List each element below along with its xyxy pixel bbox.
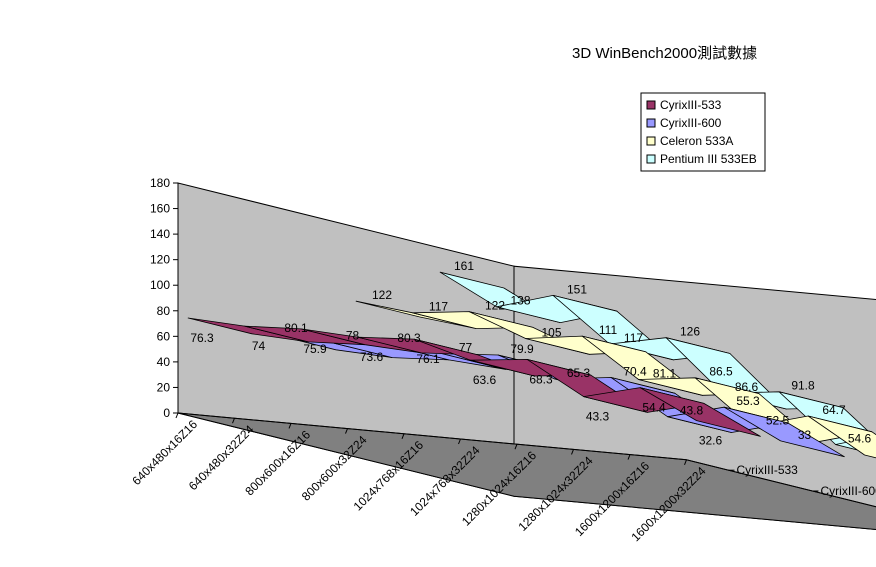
data-label: 76.3: [190, 331, 214, 345]
data-label: 79.9: [510, 342, 534, 356]
y-tick-label: 0: [163, 406, 170, 420]
depth-tick-label: CyrixIII-600: [821, 484, 876, 498]
x-tick: [232, 418, 235, 424]
data-label: 33: [798, 428, 812, 442]
x-tick: [514, 444, 518, 450]
data-label: 81.1: [653, 366, 677, 380]
legend-swatch: [646, 118, 656, 128]
y-axis: 0 20 40 60 80 100 120 140 160 180: [150, 176, 179, 420]
legend-label: CyrixIII-600: [660, 116, 722, 130]
data-label: 74: [252, 339, 266, 353]
series-ribbons: [187, 271, 876, 459]
data-label: 32.6: [699, 434, 723, 448]
y-tick-label: 140: [150, 227, 170, 241]
data-label: 80.3: [397, 331, 421, 345]
y-tick-label: 180: [150, 176, 170, 190]
y-tick-label: 160: [150, 202, 170, 216]
x-tick: [401, 433, 405, 439]
data-label: 54.6: [848, 431, 872, 445]
x-tick: [627, 454, 631, 460]
data-label: 117: [624, 331, 643, 345]
data-label: 63.6: [473, 373, 497, 387]
data-label: 70.4: [623, 364, 647, 378]
x-axis-line: [177, 412, 687, 461]
y-tick-label: 60: [157, 329, 171, 343]
data-label: 122: [372, 288, 392, 302]
legend-swatch: [646, 154, 656, 164]
series-ribbon: [355, 300, 876, 459]
legend-box: [640, 92, 766, 172]
data-label: 75.9: [303, 342, 327, 356]
data-label: 76.1: [416, 352, 440, 366]
data-label: 52.5: [766, 413, 790, 427]
legend-label: CyrixIII-533: [660, 98, 722, 112]
y-tick-label: 120: [150, 253, 170, 267]
data-label: 117: [429, 300, 448, 314]
data-label: 55.3: [736, 394, 760, 408]
y-tick-label: 20: [157, 380, 171, 394]
y-tick-label: 100: [150, 278, 170, 292]
series-ribbon: [187, 317, 761, 437]
data-label: 73.6: [360, 350, 384, 364]
legend-swatch: [646, 100, 656, 110]
y-tick-label: 40: [157, 355, 171, 369]
series-segment: [807, 415, 876, 459]
x-tick: [175, 412, 179, 419]
x-tick: [345, 428, 348, 434]
depth-axis-line: [686, 459, 876, 508]
legend-label: Celeron 533A: [660, 134, 733, 148]
data-label: 77: [459, 340, 473, 354]
x-tick-label: 640x480x32Z24: [186, 422, 257, 493]
x-tick: [571, 449, 574, 455]
data-label: 43.8: [680, 404, 704, 418]
legend-label: Pentium III 533EB: [660, 152, 757, 166]
data-label: 65.3: [567, 366, 591, 380]
data-label: 126: [680, 325, 700, 339]
x-tick: [458, 438, 461, 445]
data-label: 43.3: [586, 409, 610, 423]
data-label: 64.7: [822, 403, 846, 417]
depth-tick-label: CyrixIII-533: [737, 463, 799, 477]
y-tick-label: 80: [157, 304, 171, 318]
legend: CyrixIII-533 CyrixIII-600 Celeron 533A Pent…: [640, 92, 766, 172]
data-label: 54.4: [642, 400, 666, 414]
data-label: 122: [485, 299, 505, 313]
data-label: 86.6: [735, 380, 759, 394]
depth-axis: Pentium III 533EBCeleron 533ACyrixIII-60…: [686, 459, 876, 508]
series-segment: [723, 406, 845, 458]
data-label: 68.3: [529, 372, 553, 386]
data-label: 111: [599, 323, 618, 337]
data-labels: 16113815111712686.691.854.667.6391221171…: [190, 259, 872, 448]
data-label: 86.5: [709, 365, 733, 379]
chart-title: 3D WinBench2000測試數據: [572, 45, 757, 62]
x-tick-label: 640x480x16Z16: [129, 417, 200, 488]
legend-swatch: [646, 136, 656, 146]
data-label: 138: [510, 294, 530, 308]
x-tick: [288, 423, 292, 429]
data-label: 80.1: [284, 321, 308, 335]
series-segment: [639, 387, 761, 437]
data-label: 151: [567, 282, 587, 296]
x-tick: [684, 459, 687, 465]
data-label: 91.8: [791, 379, 815, 393]
data-label: 105: [541, 325, 561, 339]
data-label: 161: [454, 259, 474, 273]
data-label: 78: [346, 329, 360, 343]
